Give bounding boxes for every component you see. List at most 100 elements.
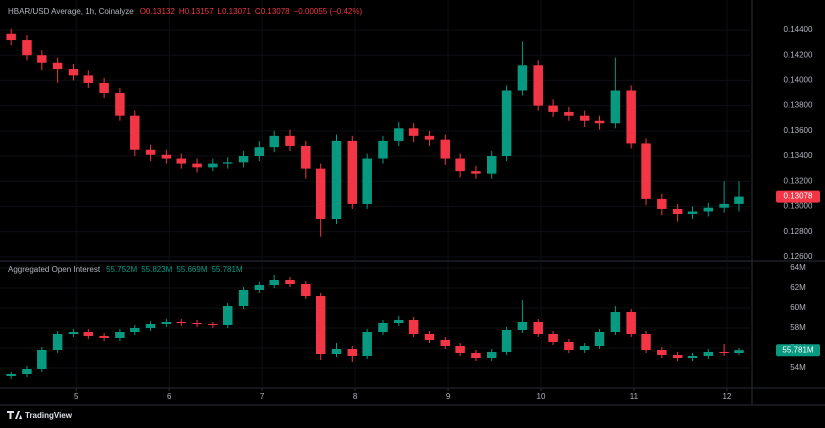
candle-body bbox=[408, 320, 419, 334]
candle-body bbox=[626, 312, 636, 334]
y-tick-label: 0.12600 bbox=[784, 252, 813, 261]
candle-body bbox=[6, 33, 16, 41]
candle-body bbox=[315, 168, 326, 220]
y-tick-label: 0.14400 bbox=[784, 25, 813, 34]
candle-body bbox=[115, 332, 125, 338]
candle-body bbox=[222, 306, 233, 325]
candle-body bbox=[626, 90, 636, 144]
candle-body bbox=[192, 323, 202, 324]
y-tick-label: 58M bbox=[790, 323, 806, 332]
legend-value: O0.13132 bbox=[140, 7, 176, 16]
last-value-label: 0.13078 bbox=[784, 192, 813, 201]
candle-body bbox=[440, 139, 450, 159]
candle-body bbox=[548, 334, 558, 342]
candle-body bbox=[130, 115, 140, 150]
x-tick-label: 5 bbox=[74, 392, 79, 401]
y-tick-label: 0.13800 bbox=[784, 101, 813, 110]
candle-body bbox=[208, 163, 218, 168]
candle-body bbox=[331, 140, 342, 220]
candle-body bbox=[533, 65, 543, 106]
candle-body bbox=[719, 352, 729, 353]
legend-value: C0.13078 bbox=[255, 7, 290, 16]
candle-body bbox=[176, 322, 187, 323]
y-tick-label: 64M bbox=[790, 263, 806, 272]
candle-body bbox=[37, 55, 47, 63]
y-tick-label: 0.14200 bbox=[784, 50, 813, 59]
y-tick-label: 0.13400 bbox=[784, 151, 813, 160]
candle-body bbox=[424, 334, 435, 340]
candle-body bbox=[408, 128, 419, 136]
last-value-label: 55.781M bbox=[782, 345, 813, 354]
candle-body bbox=[347, 349, 358, 356]
legend-value: L0.13071 bbox=[218, 7, 252, 16]
x-tick-label: 11 bbox=[630, 392, 639, 401]
legend-value: 55.669M bbox=[176, 265, 207, 274]
candle-body bbox=[378, 323, 388, 332]
candle-body bbox=[285, 280, 295, 284]
candle-body bbox=[208, 324, 218, 325]
y-tick-label: 62M bbox=[790, 283, 806, 292]
brand-icon bbox=[7, 411, 23, 419]
candle-body bbox=[301, 145, 311, 169]
last-value-badge bbox=[776, 190, 820, 203]
candle-body bbox=[501, 330, 512, 352]
candle-body bbox=[703, 352, 714, 356]
candle-body bbox=[672, 355, 683, 358]
candle-body bbox=[641, 334, 651, 350]
candle-body bbox=[37, 350, 47, 369]
candle-body bbox=[734, 350, 744, 353]
y-tick-label: 0.13000 bbox=[784, 202, 813, 211]
brand-logo[interactable]: TradingView bbox=[7, 411, 73, 420]
y-tick-label: 54M bbox=[790, 363, 806, 372]
pane-legend: HBAR/USD Average, 1h, Coinalyze O0.13132 H… bbox=[8, 7, 362, 16]
candle-body bbox=[378, 140, 388, 159]
candle-body bbox=[579, 115, 590, 121]
candle-body bbox=[301, 284, 311, 296]
x-tick-label: 7 bbox=[260, 392, 265, 401]
candle-body bbox=[455, 346, 465, 353]
candle-body bbox=[161, 322, 172, 324]
candle-body bbox=[594, 332, 605, 346]
candle-body bbox=[238, 156, 249, 163]
x-tick-label: 12 bbox=[722, 392, 731, 401]
pane-legend: Aggregated Open Interest 55.752M 55.823M 55… bbox=[8, 265, 243, 274]
candle-body bbox=[687, 356, 698, 358]
candle-body bbox=[610, 90, 621, 124]
candle-body bbox=[52, 334, 63, 350]
legend-title: HBAR/USD Average, 1h, Coinalyze bbox=[8, 7, 134, 16]
candle-body bbox=[176, 158, 187, 164]
candle-body bbox=[687, 211, 698, 214]
candle-body bbox=[657, 350, 667, 355]
y-tick-label: 0.12800 bbox=[784, 227, 813, 236]
candle-body bbox=[68, 332, 79, 334]
candle-body bbox=[254, 147, 265, 157]
candle-body bbox=[548, 105, 558, 112]
candle-body bbox=[52, 62, 63, 70]
legend-value: 55.823M bbox=[141, 265, 172, 274]
candle-body bbox=[394, 128, 404, 141]
y-tick-label: 0.13600 bbox=[784, 126, 813, 135]
candle-body bbox=[471, 171, 481, 174]
candle-body bbox=[564, 111, 574, 116]
candle-body bbox=[192, 163, 202, 168]
candle-body bbox=[657, 198, 667, 209]
candle-body bbox=[533, 322, 543, 334]
candle-body bbox=[68, 69, 79, 76]
candle-body bbox=[99, 336, 109, 338]
y-tick-label: 0.13200 bbox=[784, 176, 813, 185]
candle-body bbox=[22, 40, 32, 56]
candle-body bbox=[222, 162, 233, 164]
last-value-badge bbox=[776, 344, 820, 357]
candle-body bbox=[130, 328, 140, 332]
candle-body bbox=[517, 322, 528, 330]
candle-body bbox=[331, 349, 342, 354]
candle-body bbox=[424, 135, 435, 140]
y-tick-label: 60M bbox=[790, 303, 806, 312]
candle-body bbox=[594, 120, 605, 124]
candle-body bbox=[83, 332, 94, 336]
candle-body bbox=[486, 352, 497, 358]
candle-body bbox=[719, 203, 729, 208]
